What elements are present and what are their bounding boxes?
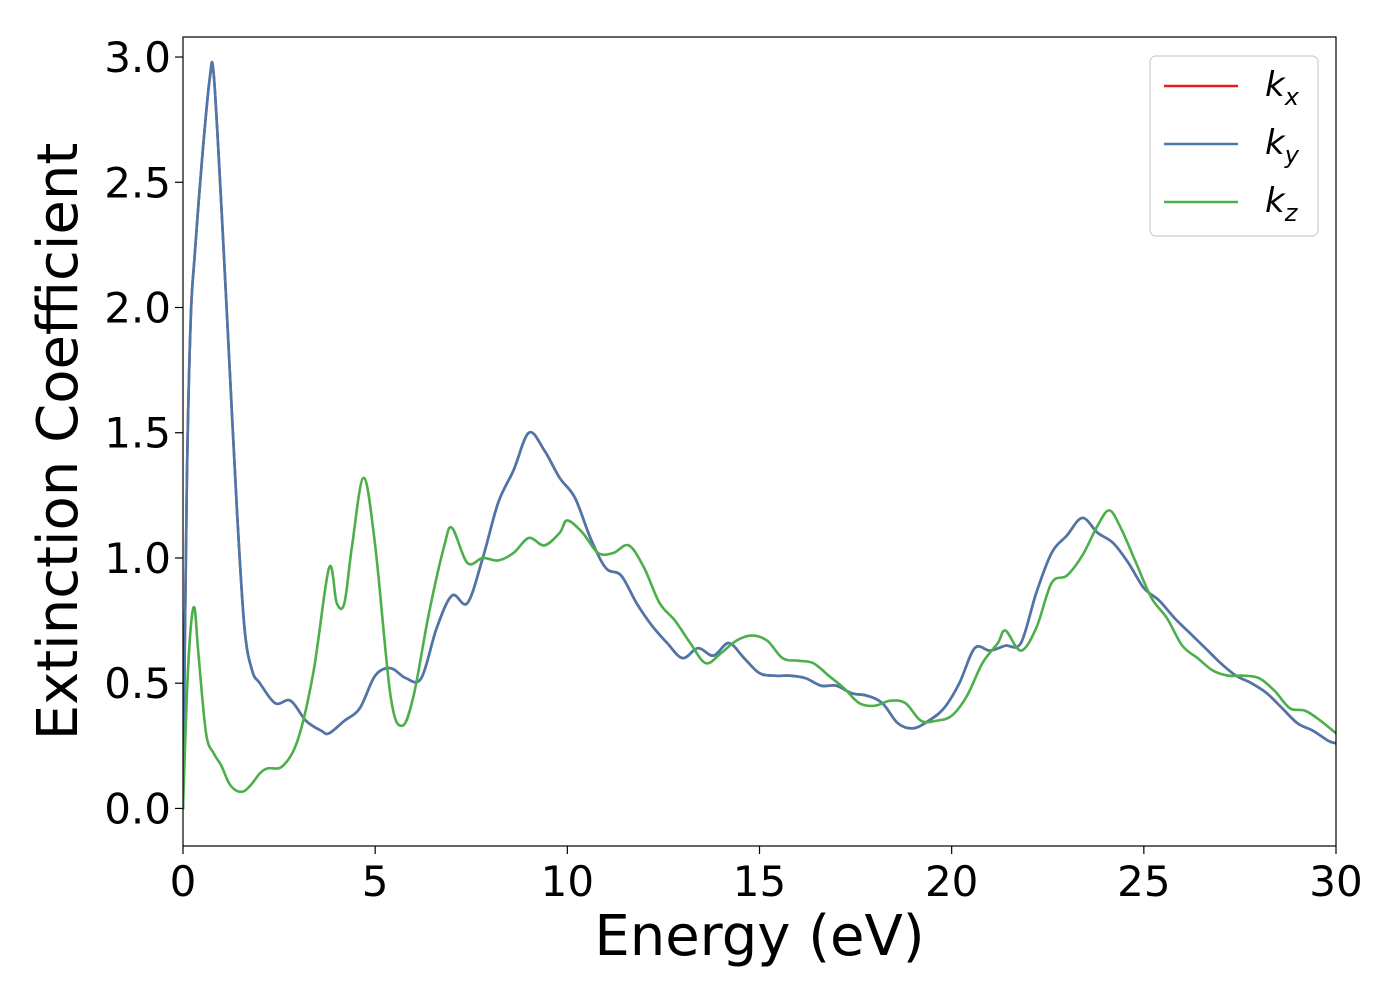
legend-label-base: k xyxy=(1265,181,1286,221)
x-tick-label: 0 xyxy=(170,857,197,906)
y-axis-title: Extinction Coefficient xyxy=(26,143,91,741)
legend-label-base: k xyxy=(1265,123,1286,163)
legend-box xyxy=(1149,55,1319,237)
y-tick-label: 2.0 xyxy=(104,284,171,333)
x-tick-label: 30 xyxy=(1309,857,1362,906)
y-tick-label: 0.5 xyxy=(104,659,171,708)
legend-label-k-x: kx xyxy=(1265,65,1300,111)
legend-label-subscript: x xyxy=(1284,83,1300,111)
x-axis-ticks: 0 5 10 15 20 25 30 xyxy=(170,846,1363,906)
legend-label-subscript: y xyxy=(1284,141,1300,169)
x-tick-label: 25 xyxy=(1117,857,1170,906)
legend-label-k-z: kz xyxy=(1265,181,1299,227)
series-line-k-z xyxy=(183,476,1336,810)
y-tick-label: 1.0 xyxy=(104,534,171,583)
x-tick-label: 5 xyxy=(362,857,389,906)
y-tick-label: 0.0 xyxy=(104,784,171,833)
y-tick-label: 2.5 xyxy=(104,158,171,207)
legend-label-base: k xyxy=(1265,65,1286,105)
x-tick-label: 15 xyxy=(733,857,786,906)
x-tick-label: 20 xyxy=(925,857,978,906)
plot-area xyxy=(183,60,1336,810)
legend-label-subscript: z xyxy=(1284,199,1299,227)
x-tick-label: 10 xyxy=(541,857,594,906)
y-tick-label: 3.0 xyxy=(104,33,171,82)
y-axis-ticks: 0.0 0.5 1.0 1.5 2.0 2.5 3.0 xyxy=(104,33,183,833)
y-tick-label: 1.5 xyxy=(104,409,171,458)
x-axis-title: Energy (eV) xyxy=(594,904,924,969)
legend-label-k-y: ky xyxy=(1265,123,1300,169)
series-line-k-y xyxy=(183,60,1336,810)
